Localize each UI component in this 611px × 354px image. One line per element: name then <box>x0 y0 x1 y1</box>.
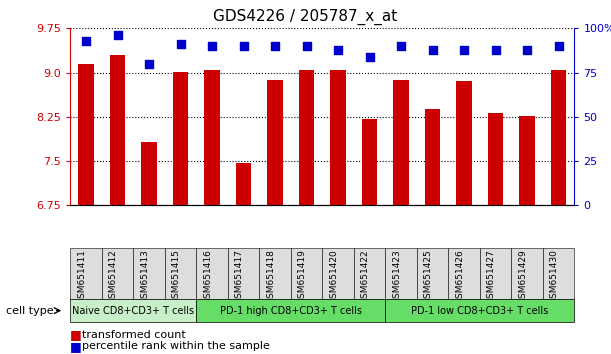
Text: GSM651422: GSM651422 <box>360 250 370 304</box>
Bar <box>393 80 409 205</box>
Point <box>554 43 563 49</box>
Bar <box>78 64 94 205</box>
Text: GSM651426: GSM651426 <box>455 250 464 304</box>
Bar <box>299 70 315 205</box>
Text: ■: ■ <box>70 340 82 353</box>
Text: GSM651419: GSM651419 <box>298 250 307 304</box>
Bar <box>236 164 251 205</box>
Point <box>302 43 312 49</box>
Text: GSM651423: GSM651423 <box>392 250 401 304</box>
Point <box>522 47 532 52</box>
Bar <box>488 113 503 205</box>
Text: GSM651425: GSM651425 <box>423 250 433 304</box>
Text: GSM651429: GSM651429 <box>518 250 527 304</box>
Text: GSM651416: GSM651416 <box>203 250 212 304</box>
Point <box>144 61 154 67</box>
Point <box>396 43 406 49</box>
Text: GSM651413: GSM651413 <box>140 250 149 304</box>
Text: GSM651417: GSM651417 <box>235 250 244 304</box>
Point <box>459 47 469 52</box>
Text: PD-1 low CD8+CD3+ T cells: PD-1 low CD8+CD3+ T cells <box>411 306 549 316</box>
Text: PD-1 high CD8+CD3+ T cells: PD-1 high CD8+CD3+ T cells <box>220 306 362 316</box>
Bar <box>141 142 157 205</box>
Bar <box>519 116 535 205</box>
Bar <box>551 70 566 205</box>
Text: percentile rank within the sample: percentile rank within the sample <box>82 341 270 351</box>
Point <box>270 43 280 49</box>
Point <box>112 33 122 38</box>
Bar <box>456 81 472 205</box>
Point <box>491 47 500 52</box>
Text: cell type: cell type <box>6 306 54 316</box>
Text: GDS4226 / 205787_x_at: GDS4226 / 205787_x_at <box>213 9 398 25</box>
Point <box>81 38 91 44</box>
Point <box>365 54 375 59</box>
Text: GSM651420: GSM651420 <box>329 250 338 304</box>
Text: GSM651418: GSM651418 <box>266 250 275 304</box>
Text: GSM651415: GSM651415 <box>172 250 180 304</box>
Text: transformed count: transformed count <box>82 330 186 339</box>
Bar <box>267 80 283 205</box>
Text: GSM651430: GSM651430 <box>549 250 558 304</box>
Bar <box>204 70 220 205</box>
Text: GSM651411: GSM651411 <box>77 250 86 304</box>
Point <box>175 41 185 47</box>
Point <box>207 43 217 49</box>
Point <box>428 47 437 52</box>
Bar <box>330 70 346 205</box>
Text: GSM651427: GSM651427 <box>486 250 496 304</box>
Text: Naive CD8+CD3+ T cells: Naive CD8+CD3+ T cells <box>72 306 194 316</box>
Text: GSM651412: GSM651412 <box>109 250 117 304</box>
Bar <box>362 119 378 205</box>
Bar <box>425 109 441 205</box>
Bar <box>173 72 188 205</box>
Point <box>239 43 249 49</box>
Text: ■: ■ <box>70 328 82 341</box>
Point <box>333 47 343 52</box>
Bar <box>109 55 125 205</box>
